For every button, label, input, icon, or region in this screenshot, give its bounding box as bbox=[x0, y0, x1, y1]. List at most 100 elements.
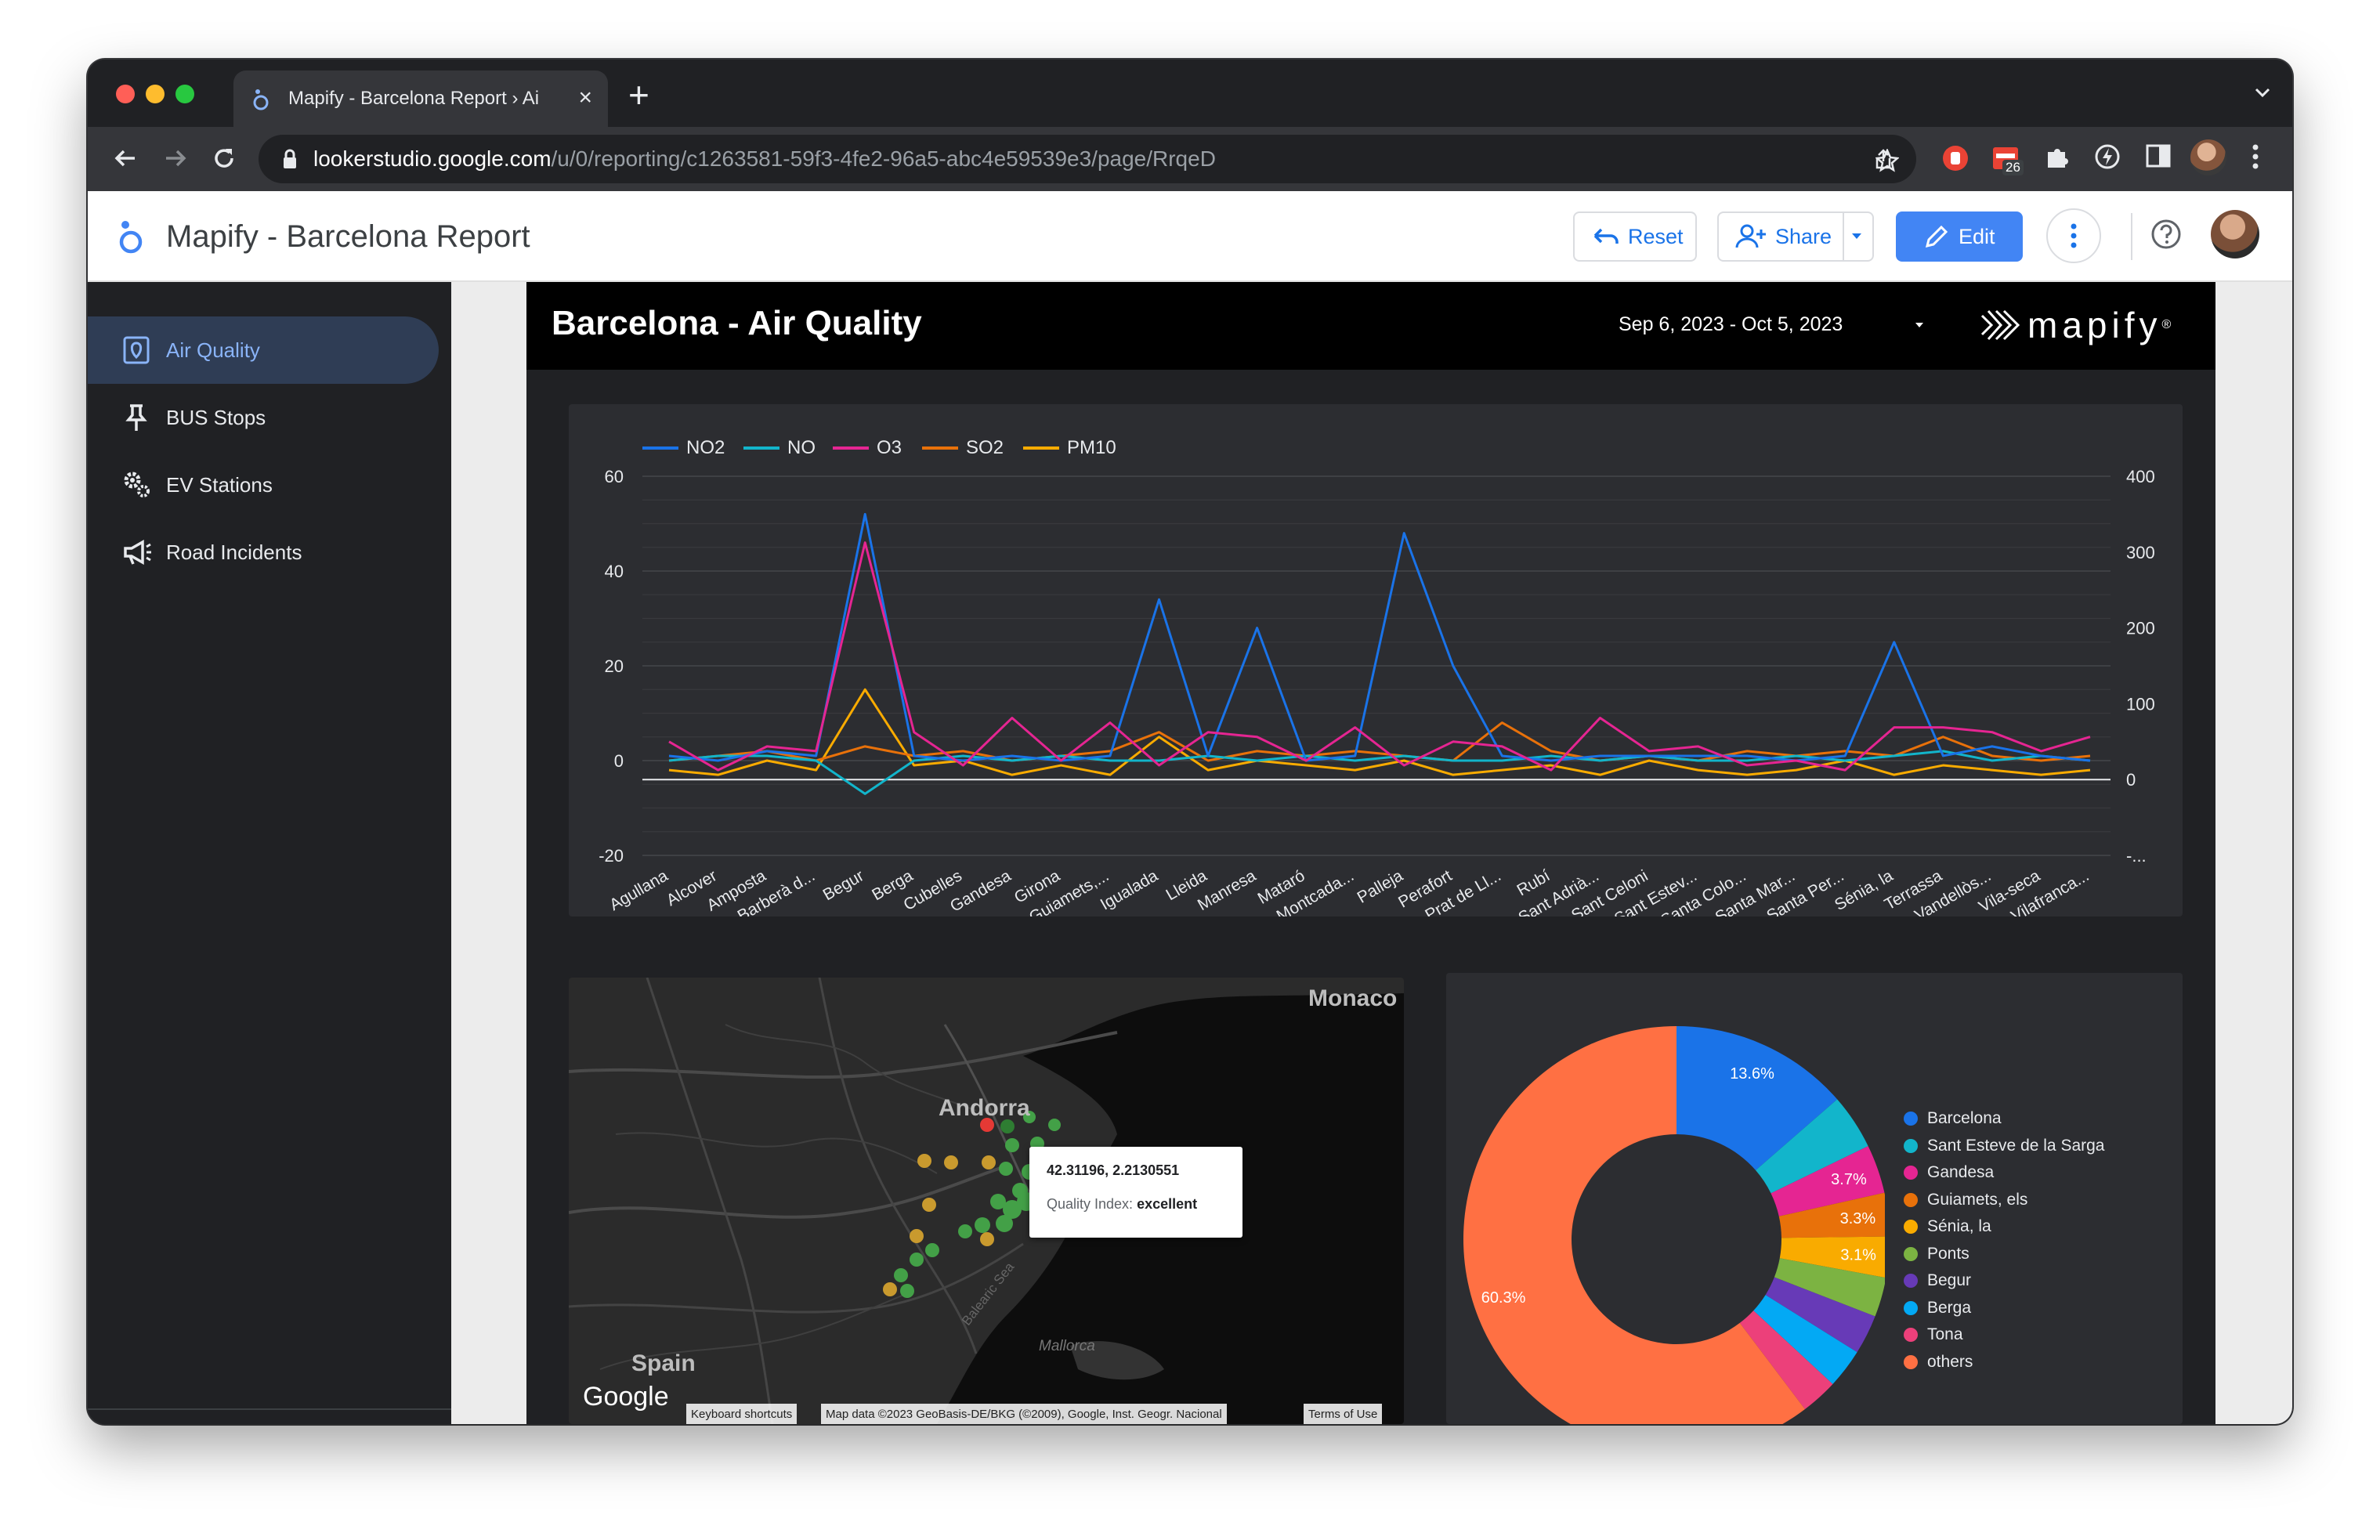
map-card[interactable]: Monaco Andorra Spain Balearic Sea Mallor… bbox=[569, 978, 1404, 1424]
caret-down-icon[interactable] bbox=[1850, 232, 1863, 241]
legend-item[interactable]: PM10 bbox=[1023, 437, 1116, 459]
new-tab-button[interactable]: + bbox=[628, 74, 649, 115]
legend-item[interactable]: SO2 bbox=[922, 437, 1004, 459]
sidebar-divider bbox=[88, 1408, 451, 1410]
lightning-extension-icon[interactable] bbox=[2093, 143, 2121, 171]
pie-legend-item[interactable]: Gandesa bbox=[1904, 1163, 1994, 1182]
series-line-pm10[interactable] bbox=[668, 688, 2091, 776]
side-panel-icon[interactable] bbox=[2145, 143, 2172, 169]
puzzle-extensions-icon[interactable] bbox=[2043, 143, 2071, 171]
reset-button[interactable]: Reset bbox=[1573, 211, 1697, 262]
nav-road-incidents[interactable]: Road Incidents bbox=[88, 519, 439, 586]
donut-slice[interactable] bbox=[1756, 1099, 1868, 1194]
share-divider bbox=[1843, 213, 1844, 260]
series-line-no2[interactable] bbox=[668, 512, 2091, 762]
legend-label: others bbox=[1927, 1352, 1973, 1371]
pie-legend-item[interactable]: Sant Esteve de la Sarga bbox=[1904, 1137, 2104, 1155]
keyboard-shortcuts-link[interactable]: Keyboard shortcuts bbox=[686, 1404, 798, 1424]
legend-item[interactable]: NO bbox=[743, 437, 816, 459]
report-page: Barcelona - Air Quality Sep 6, 2023 - Oc… bbox=[526, 282, 2215, 1424]
minimize-window-button[interactable] bbox=[146, 85, 165, 103]
gears-icon bbox=[124, 472, 150, 497]
map-canvas[interactable] bbox=[569, 978, 1404, 1424]
lock-icon[interactable] bbox=[282, 148, 298, 170]
chevron-down-icon[interactable] bbox=[2253, 83, 2272, 102]
report-header: Barcelona - Air Quality Sep 6, 2023 - Oc… bbox=[526, 282, 2215, 370]
looker-studio-icon bbox=[253, 89, 269, 110]
account-avatar[interactable] bbox=[2211, 210, 2259, 258]
nav-ev-stations[interactable]: EV Stations bbox=[88, 451, 439, 519]
terms-of-use-link[interactable]: Terms of Use bbox=[1304, 1404, 1383, 1424]
forward-arrow-icon[interactable] bbox=[161, 144, 190, 172]
series-line-no[interactable] bbox=[668, 750, 2091, 795]
line-chart[interactable]: 6040200-204003002001000-...AgullanaAlcov… bbox=[569, 404, 2183, 916]
donut-slice[interactable] bbox=[1463, 1026, 1805, 1424]
back-arrow-icon[interactable] bbox=[111, 144, 139, 172]
calendar-extension-icon[interactable]: 26 bbox=[1990, 143, 2024, 175]
donut-slice[interactable] bbox=[1739, 1310, 1833, 1409]
reload-icon[interactable] bbox=[210, 144, 238, 172]
pie-chart-card[interactable]: 13.6% 3.7% 3.3% 3.1% 60.3% Barcelona Sant Est… bbox=[1446, 973, 2183, 1424]
address-bar[interactable]: lookerstudio.google.com/u/0/reporting/c1… bbox=[259, 135, 1916, 183]
report-title: Barcelona - Air Quality bbox=[552, 304, 922, 342]
legend-dot bbox=[1904, 1192, 1918, 1207]
help-icon[interactable] bbox=[2150, 218, 2183, 251]
stop-extension-icon[interactable] bbox=[1940, 143, 1971, 174]
more-vert-icon bbox=[2071, 223, 2077, 248]
legend-item[interactable]: NO2 bbox=[642, 437, 725, 459]
y-tick-label: 0 bbox=[614, 751, 624, 771]
legend-dot bbox=[1904, 1300, 1918, 1315]
series-line-so2[interactable] bbox=[668, 721, 2091, 762]
more-options-button[interactable] bbox=[2046, 208, 2101, 263]
legend-label: Barcelona bbox=[1927, 1109, 2002, 1127]
nav-bus-stops[interactable]: BUS Stops bbox=[88, 384, 439, 451]
legend-item[interactable]: O3 bbox=[833, 437, 902, 459]
pencil-icon bbox=[1925, 225, 1948, 248]
slice-label: 3.7% bbox=[1831, 1171, 1867, 1188]
map-label-spain: Spain bbox=[631, 1350, 696, 1376]
pie-legend-item[interactable]: Begur bbox=[1904, 1271, 1971, 1290]
line-chart-card[interactable]: NO2 NO O3 SO2 PM10 60 40 20 0 -20 400 300 200 100 0 -.… bbox=[569, 404, 2183, 916]
legend-swatch bbox=[743, 446, 779, 450]
donut-slice[interactable] bbox=[1765, 1277, 1875, 1353]
close-tab-icon[interactable]: × bbox=[578, 85, 592, 110]
legend-swatch bbox=[922, 446, 958, 450]
y-tick-label: 20 bbox=[605, 656, 624, 676]
report-canvas: Barcelona - Air Quality Sep 6, 2023 - Oc… bbox=[451, 282, 2292, 1424]
close-window-button[interactable] bbox=[116, 85, 135, 103]
kebab-menu-icon[interactable] bbox=[2250, 143, 2261, 171]
pie-legend-item[interactable]: Guiamets, els bbox=[1904, 1191, 2027, 1209]
profile-avatar[interactable] bbox=[2190, 139, 2226, 175]
donut-chart[interactable]: 13.6% 3.7% 3.3% 3.1% 60.3% bbox=[1446, 973, 1885, 1424]
series-line-o3[interactable] bbox=[668, 541, 2091, 772]
pie-legend-item[interactable]: Ponts bbox=[1904, 1245, 1969, 1263]
nav-air-quality[interactable]: Air Quality bbox=[88, 316, 439, 384]
browser-tab[interactable]: Mapify - Barcelona Report › Ai × bbox=[233, 70, 608, 127]
map-markers[interactable] bbox=[883, 1111, 1061, 1298]
pie-legend-item[interactable]: Berga bbox=[1904, 1299, 1971, 1318]
x-tick-label: Begur bbox=[820, 866, 867, 904]
report-name[interactable]: Mapify - Barcelona Report bbox=[166, 219, 530, 254]
pie-legend-item[interactable]: others bbox=[1904, 1353, 1973, 1372]
pie-legend-item[interactable]: Sénia, la bbox=[1904, 1217, 1991, 1236]
pie-legend-item[interactable]: Tona bbox=[1904, 1325, 1963, 1344]
date-range-control[interactable]: Sep 6, 2023 - Oct 5, 2023 bbox=[1619, 313, 1843, 335]
looker-studio-logo-icon[interactable] bbox=[118, 218, 144, 255]
maximize-window-button[interactable] bbox=[175, 85, 194, 103]
donut-slice[interactable] bbox=[1779, 1236, 1885, 1278]
pie-legend-item[interactable]: Barcelona bbox=[1904, 1109, 2002, 1128]
edit-button[interactable]: Edit bbox=[1896, 211, 2023, 262]
legend-label: Gandesa bbox=[1927, 1163, 1995, 1181]
donut-slice[interactable] bbox=[1778, 1192, 1885, 1238]
legend-label: NO2 bbox=[686, 437, 725, 458]
share-button[interactable]: Share bbox=[1717, 211, 1874, 262]
donut-slice[interactable] bbox=[1774, 1258, 1885, 1317]
donut-slice[interactable] bbox=[1771, 1146, 1885, 1216]
donut-slice[interactable] bbox=[1753, 1295, 1857, 1384]
donut-slice[interactable] bbox=[1676, 1026, 1838, 1171]
legend-swatch bbox=[833, 446, 869, 450]
browser-window: Mapify - Barcelona Report › Ai × + looke… bbox=[88, 60, 2292, 1424]
x-tick-label: Agullana bbox=[606, 866, 671, 914]
date-dropdown-icon[interactable] bbox=[1913, 321, 1926, 329]
star-bookmark-icon[interactable] bbox=[1875, 149, 1899, 172]
